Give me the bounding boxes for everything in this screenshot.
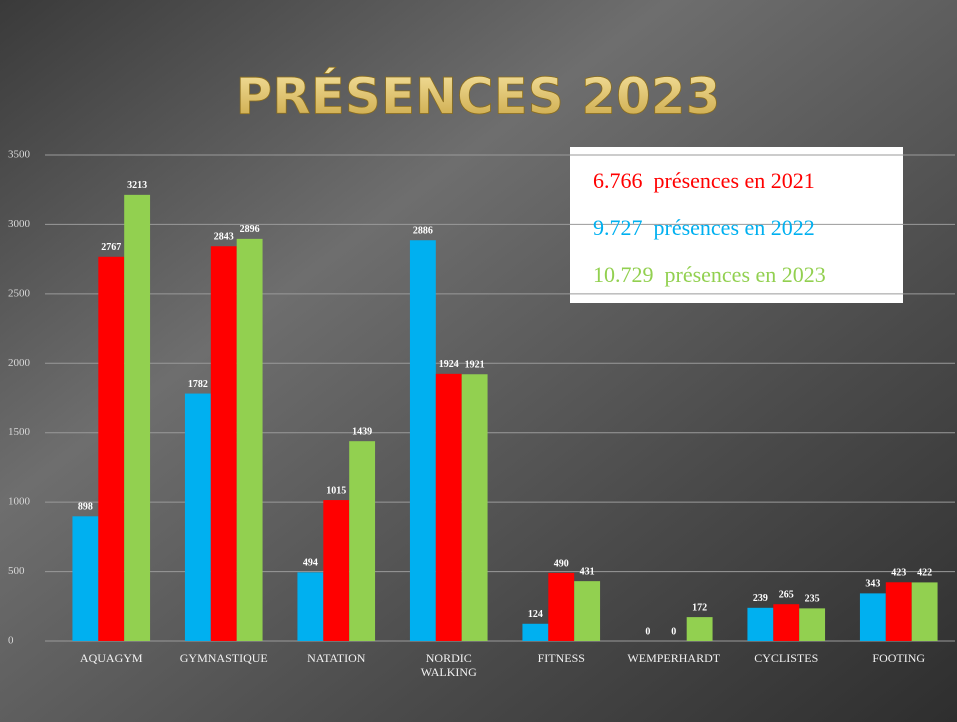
bar [747, 607, 774, 641]
bar [885, 582, 912, 641]
y-tick-label: 2000 [8, 357, 31, 369]
bar [548, 572, 575, 641]
y-tick-label: 2500 [8, 287, 31, 299]
value-label: 2886 [413, 226, 433, 237]
value-label: 494 [303, 558, 318, 569]
bar [349, 441, 376, 641]
value-label: 343 [865, 579, 880, 590]
bar [409, 240, 436, 641]
y-tick-label: 3000 [8, 218, 31, 230]
bar [98, 256, 125, 641]
bar [799, 608, 826, 641]
value-label: 2843 [214, 232, 234, 243]
x-tick-label: GYMNASTIQUE [180, 651, 268, 665]
y-tick-label: 1500 [8, 426, 31, 438]
value-label: 423 [891, 568, 906, 579]
x-tick-label: AQUAGYM [80, 651, 143, 665]
bar [72, 516, 99, 641]
y-tick-label: 500 [8, 565, 25, 577]
bar [184, 393, 211, 641]
bar [461, 374, 488, 641]
bar [124, 194, 151, 642]
bar [522, 623, 549, 641]
value-label: 172 [692, 602, 707, 613]
value-label: 0 [645, 626, 650, 637]
bar [686, 617, 713, 641]
y-tick-label: 1000 [8, 496, 31, 508]
value-label: 3213 [127, 180, 147, 191]
bar [773, 604, 800, 641]
value-label: 1439 [352, 426, 372, 437]
bar [435, 373, 462, 641]
value-label: 0 [671, 626, 676, 637]
value-label: 235 [805, 594, 820, 605]
y-tick-label: 3500 [8, 149, 31, 161]
bar [210, 246, 237, 642]
x-tick-label: FOOTING [872, 651, 925, 665]
value-label: 124 [528, 609, 543, 620]
bar [574, 581, 601, 641]
annotation: 6.766 présences en 2021 [593, 168, 815, 193]
x-tick-label: NORDIC WALKING [421, 651, 477, 679]
value-label: 1015 [326, 485, 346, 496]
chart-title: PRÉSENCES 2023 [236, 67, 721, 126]
annotation: 9.727 présences en 2022 [593, 215, 815, 240]
annotation: 10.729 présences en 2023 [593, 262, 826, 287]
value-label: 265 [779, 589, 794, 600]
value-label: 239 [753, 593, 768, 604]
value-label: 490 [554, 558, 569, 569]
value-label: 431 [580, 566, 595, 577]
x-tick-label: FITNESS [538, 651, 585, 665]
x-tick-label: WEMPERHARDT [627, 651, 720, 665]
bar [323, 500, 350, 641]
y-tick-label: 0 [8, 635, 14, 647]
value-label: 422 [917, 568, 932, 579]
annotation-box [570, 147, 903, 303]
bar [859, 593, 886, 641]
bar [297, 572, 324, 641]
x-tick-label: NATATION [307, 651, 366, 665]
value-label: 898 [78, 502, 93, 513]
value-label: 1924 [439, 359, 459, 370]
bar [911, 582, 938, 641]
value-label: 2767 [101, 242, 121, 253]
value-label: 1782 [188, 379, 208, 390]
bar [236, 238, 263, 641]
value-label: 2896 [240, 224, 260, 235]
value-label: 1921 [465, 360, 485, 371]
x-tick-label: CYCLISTES [754, 651, 818, 665]
